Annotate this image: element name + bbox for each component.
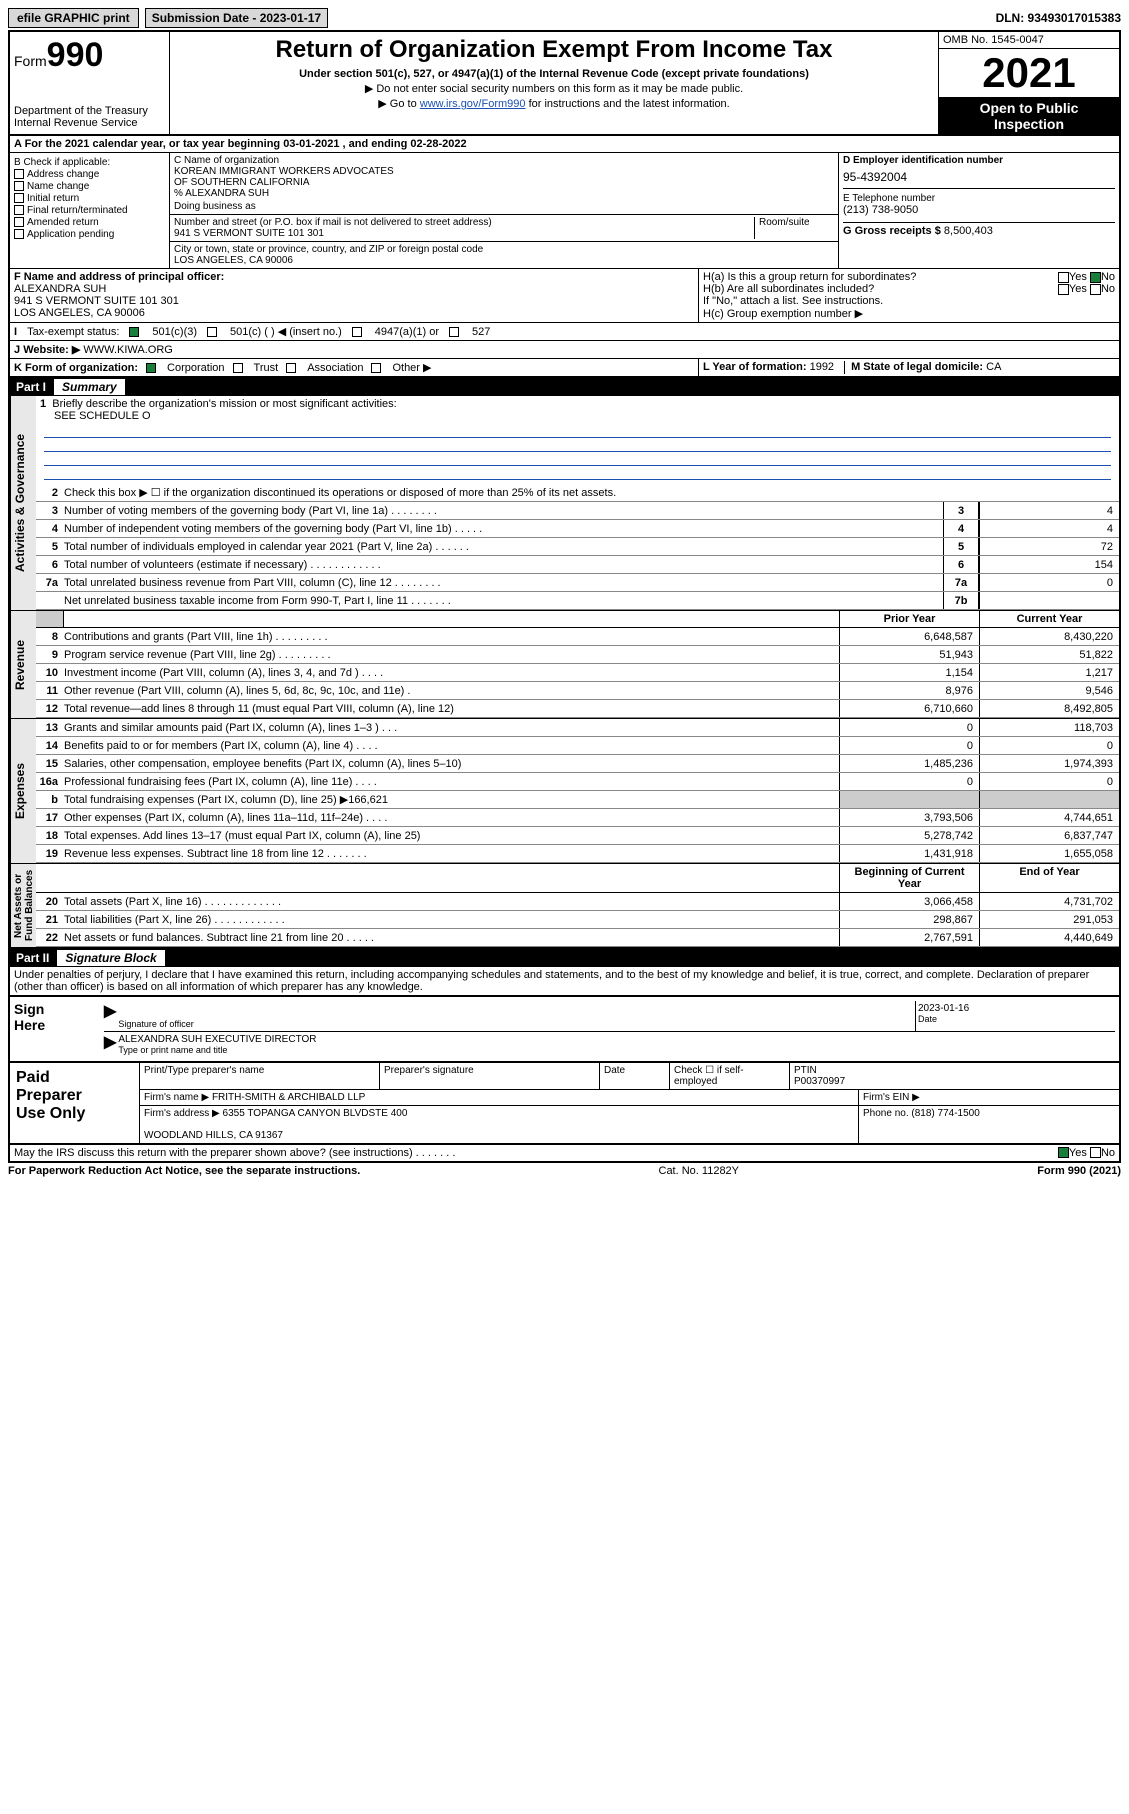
gross-receipts: 8,500,403 [944, 225, 993, 237]
ptin-value: P00370997 [794, 1076, 845, 1087]
col-end-year: End of Year [979, 864, 1119, 892]
org-form-row: K Form of organization: Corporation Trus… [10, 359, 699, 376]
summary-line-4: 4Number of independent voting members of… [36, 520, 1119, 538]
may-irs-discuss: May the IRS discuss this return with the… [8, 1145, 1121, 1163]
box-b-applicable: B Check if applicable: Address changeNam… [10, 153, 170, 268]
section-a-tax-year: A For the 2021 calendar year, or tax yea… [8, 136, 1121, 153]
summary-line-7a: 7aTotal unrelated business revenue from … [36, 574, 1119, 592]
col-prior-year: Prior Year [839, 611, 979, 627]
summary-line-12: 12Total revenue—add lines 8 through 11 (… [36, 700, 1119, 718]
summary-line-6: 6Total number of volunteers (estimate if… [36, 556, 1119, 574]
vtab-activities-governance: Activities & Governance [10, 396, 36, 610]
paperwork-notice: For Paperwork Reduction Act Notice, see … [8, 1165, 360, 1177]
form-subtitle: Under section 501(c), 527, or 4947(a)(1)… [176, 68, 932, 80]
mission-text: SEE SCHEDULE O [54, 410, 151, 422]
col-begin-year: Beginning of Current Year [839, 864, 979, 892]
summary-line-10: 10Investment income (Part VIII, column (… [36, 664, 1119, 682]
summary-line-15: 15Salaries, other compensation, employee… [36, 755, 1119, 773]
boxb-checkbox[interactable] [14, 205, 24, 215]
firm-phone: (818) 774-1500 [911, 1108, 979, 1119]
form-footer: Form 990 (2021) [1037, 1165, 1121, 1177]
penalties-text: Under penalties of perjury, I declare th… [8, 967, 1121, 996]
open-inspection: Open to Public Inspection [939, 98, 1119, 134]
state-domicile: CA [986, 361, 1001, 373]
box-d-ein: D Employer identification number 95-4392… [839, 153, 1119, 268]
dln: DLN: 93493017015383 [996, 11, 1121, 25]
501c3-checked [129, 327, 139, 337]
note-link: ▶ Go to www.irs.gov/Form990 for instruct… [176, 97, 932, 110]
phone-value: (213) 738-9050 [843, 204, 1115, 216]
officer-name-title: ALEXANDRA SUH EXECUTIVE DIRECTOR [118, 1034, 1113, 1045]
summary-line-8: 8Contributions and grants (Part VIII, li… [36, 628, 1119, 646]
submission-date: Submission Date - 2023-01-17 [145, 8, 328, 28]
sign-here-label: Sign Here [10, 997, 100, 1061]
part-ii-header: Part IISignature Block [8, 949, 1121, 967]
irs-link[interactable]: www.irs.gov/Form990 [420, 98, 526, 110]
firm-name: FRITH-SMITH & ARCHIBALD LLP [212, 1092, 365, 1103]
summary-line-11: 11Other revenue (Part VIII, column (A), … [36, 682, 1119, 700]
omb-number: OMB No. 1545-0047 [939, 32, 1119, 49]
summary-line-5: 5Total number of individuals employed in… [36, 538, 1119, 556]
summary-line-14: 14Benefits paid to or for members (Part … [36, 737, 1119, 755]
efile-button[interactable]: efile GRAPHIC print [8, 8, 139, 28]
boxb-checkbox[interactable] [14, 181, 24, 191]
website-url[interactable]: WWW.KIWA.ORG [83, 344, 172, 356]
summary-line-7b: Net unrelated business taxable income fr… [36, 592, 1119, 610]
box-c-name: C Name of organization KOREAN IMMIGRANT … [170, 153, 839, 268]
summary-line-3: 3Number of voting members of the governi… [36, 502, 1119, 520]
boxb-checkbox[interactable] [14, 229, 24, 239]
dept-treasury: Department of the Treasury Internal Reve… [14, 105, 165, 129]
summary-line-18: 18Total expenses. Add lines 13–17 (must … [36, 827, 1119, 845]
corp-checked [146, 363, 156, 373]
org-street: 941 S VERMONT SUITE 101 301 [174, 228, 754, 239]
topbar: efile GRAPHIC print Submission Date - 20… [8, 8, 1121, 28]
h-group-return: H(a) Is this a group return for subordin… [699, 269, 1119, 322]
summary-line-13: 13Grants and similar amounts paid (Part … [36, 719, 1119, 737]
summary-line-17: 17Other expenses (Part IX, column (A), l… [36, 809, 1119, 827]
form-title: Return of Organization Exempt From Incom… [176, 36, 932, 64]
website-row: J Website: ▶ WWW.KIWA.ORG [10, 341, 1119, 358]
tax-year: 2021 [939, 49, 1119, 98]
year-formation: 1992 [810, 361, 834, 373]
summary-line-b: bTotal fundraising expenses (Part IX, co… [36, 791, 1119, 809]
form-number: Form990 [14, 36, 165, 75]
org-name: KOREAN IMMIGRANT WORKERS ADVOCATES OF SO… [174, 166, 834, 199]
boxb-checkbox[interactable] [14, 193, 24, 203]
boxb-checkbox[interactable] [14, 217, 24, 227]
part-i-header: Part ISummary [8, 378, 1121, 396]
summary-line-16a: 16aProfessional fundraising fees (Part I… [36, 773, 1119, 791]
cat-no: Cat. No. 11282Y [659, 1165, 740, 1177]
summary-line-20: 20Total assets (Part X, line 16) . . . .… [36, 893, 1119, 911]
may-irs-yes-checked [1058, 1147, 1069, 1158]
paid-preparer-block: Paid Preparer Use Only Print/Type prepar… [8, 1063, 1121, 1145]
tax-exempt-status: I Tax-exempt status: 501(c)(3) 501(c) ( … [10, 323, 1119, 340]
ha-no-checked [1090, 272, 1101, 283]
summary-line-19: 19Revenue less expenses. Subtract line 1… [36, 845, 1119, 863]
note-ssn: ▶ Do not enter social security numbers o… [176, 82, 932, 95]
ein-value: 95-4392004 [843, 166, 1115, 188]
col-current-year: Current Year [979, 611, 1119, 627]
vtab-net-assets: Net Assets or Fund Balances [10, 864, 36, 947]
vtab-revenue: Revenue [10, 611, 36, 718]
vtab-expenses: Expenses [10, 719, 36, 863]
form-header: Form990 Department of the Treasury Inter… [8, 30, 1121, 136]
summary-line-21: 21Total liabilities (Part X, line 26) . … [36, 911, 1119, 929]
officer-block: F Name and address of principal officer:… [10, 269, 699, 322]
sign-date: 2023-01-16 [918, 1003, 1113, 1014]
boxb-checkbox[interactable] [14, 169, 24, 179]
org-city: LOS ANGELES, CA 90006 [174, 255, 834, 266]
summary-line-22: 22Net assets or fund balances. Subtract … [36, 929, 1119, 947]
summary-line-9: 9Program service revenue (Part VIII, lin… [36, 646, 1119, 664]
